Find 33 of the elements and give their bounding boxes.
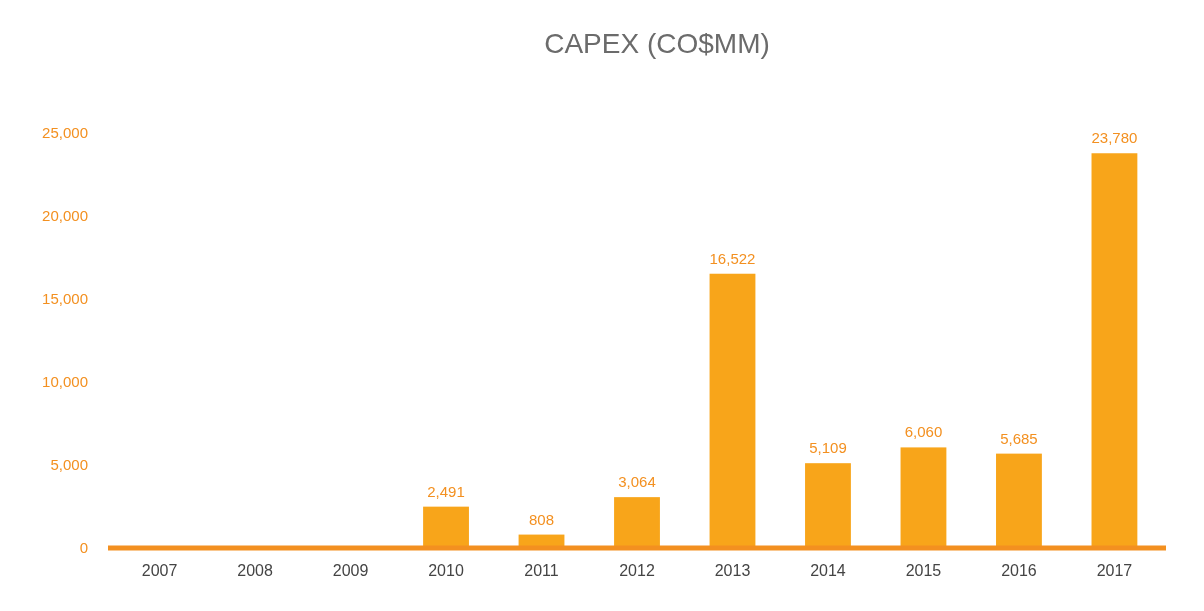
y-tick-label: 5,000 (50, 456, 88, 474)
y-tick-label: 0 (79, 539, 88, 557)
bar (614, 497, 660, 548)
data-label: 5,685 (1000, 429, 1038, 447)
y-tick-label: 10,000 (42, 373, 88, 391)
x-tick-label: 2017 (1096, 562, 1133, 579)
data-label: 16,522 (709, 249, 756, 267)
x-tick-label: 2014 (810, 562, 846, 579)
data-label: 2,491 (427, 482, 465, 500)
data-label: 6,060 (904, 423, 943, 441)
x-tick-label: 2011 (524, 562, 559, 579)
x-tick-label: 2012 (619, 562, 655, 579)
x-tick-label: 2009 (332, 562, 369, 579)
chart-title: CAPEX (CO$MM) (544, 28, 770, 59)
data-label: 5,109 (809, 439, 847, 457)
data-label: 23,780 (1091, 129, 1138, 147)
y-tick-label: 25,000 (42, 124, 88, 142)
x-tick-label: 2008 (237, 562, 273, 579)
bar (805, 463, 851, 548)
x-tick-label: 2016 (1001, 562, 1037, 579)
x-tick-label: 2013 (714, 562, 751, 579)
bar (423, 506, 469, 548)
x-tick-label: 2007 (141, 562, 178, 579)
x-tick-label: 2010 (428, 562, 464, 579)
y-tick-label: 20,000 (42, 207, 88, 225)
bar (900, 447, 947, 548)
x-tick-label: 2015 (905, 562, 942, 579)
bar (996, 453, 1042, 548)
data-label: 3,064 (618, 473, 656, 491)
y-tick-label: 15,000 (42, 290, 88, 308)
bar (1091, 153, 1138, 548)
bar (709, 273, 756, 548)
data-label: 808 (529, 510, 555, 528)
